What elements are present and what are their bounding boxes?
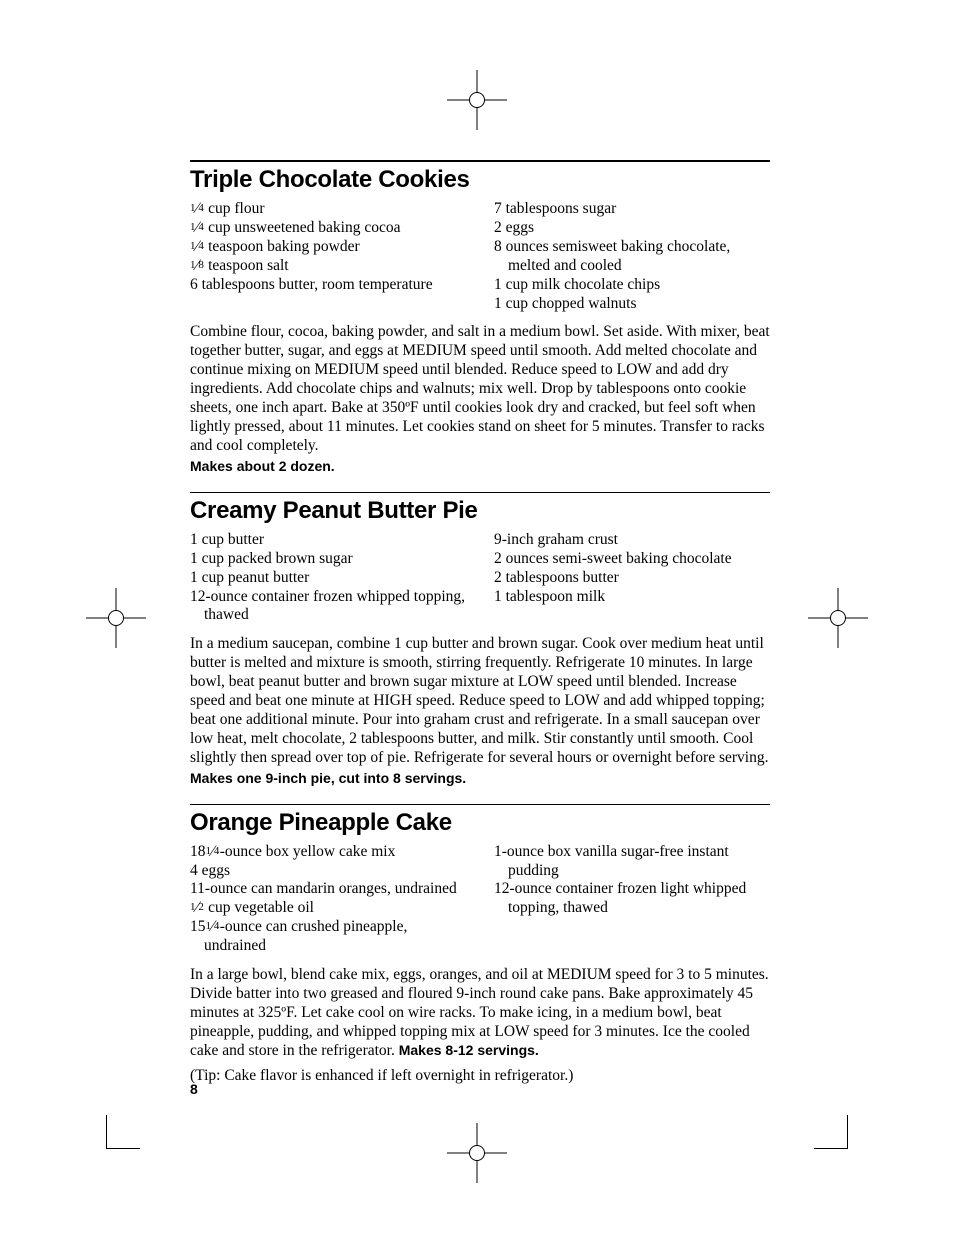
ingredient: 12-ounce container frozen light whipped … [494,880,770,918]
ingredient: 9-inch graham crust [494,531,770,550]
ingredient: 2 ounces semi-sweet baking chocolate [494,550,770,569]
content-area: Triple Chocolate Cookies 1⁄4 cup flour 1… [190,160,770,1086]
ingredient: 8 ounces semisweet baking chocolate, mel… [494,238,770,276]
recipe-title: Orange Pineapple Cake [190,809,770,837]
ingredient: 2 tablespoons butter [494,569,770,588]
ingredient: 1⁄8 teaspoon salt [190,257,466,276]
ingredient: 12-ounce container frozen whipped toppin… [190,588,466,626]
ingredients-left: 1⁄4 cup flour 1⁄4 cup unsweetened baking… [190,200,466,313]
ingredient: 1⁄4 cup unsweetened baking cocoa [190,219,466,238]
ingredient: 11-ounce can mandarin oranges, undrained [190,880,466,899]
ingredient: 2 eggs [494,219,770,238]
ingredients-right: 1-ounce box vanilla sugar-free instant p… [494,843,770,956]
ingredient: 1 cup chopped walnuts [494,295,770,314]
ingredient: 7 tablespoons sugar [494,200,770,219]
registration-mark-right [808,588,868,648]
ingredients-left: 1 cup butter 1 cup packed brown sugar 1 … [190,531,466,626]
recipe-tip: (Tip: Cake flavor is enhanced if left ov… [190,1067,770,1086]
ingredient: 1⁄4 cup flour [190,200,466,219]
rule-thin [190,804,770,805]
ingredient: 151⁄4-ounce can crushed pineapple, undra… [190,918,466,956]
registration-mark-bottom [447,1123,507,1183]
registration-mark-left [86,588,146,648]
ingredient: 6 tablespoons butter, room temperature [190,276,466,295]
ingredient: 4 eggs [190,862,466,881]
ingredients-right: 9-inch graham crust 2 ounces semi-sweet … [494,531,770,626]
recipe-yield: Makes one 9-inch pie, cut into 8 serving… [190,770,770,786]
ingredient: 1⁄4 teaspoon baking powder [190,238,466,257]
crop-mark-bl [106,1115,140,1149]
rule-thick [190,160,770,162]
recipe-title: Triple Chocolate Cookies [190,166,770,194]
instructions: In a medium saucepan, combine 1 cup butt… [190,635,770,767]
recipe-title: Creamy Peanut Butter Pie [190,497,770,525]
ingredient: 1 tablespoon milk [494,588,770,607]
page-number: 8 [190,1081,198,1097]
ingredient: 1 cup packed brown sugar [190,550,466,569]
ingredient: 1 cup peanut butter [190,569,466,588]
ingredient: 181⁄4-ounce box yellow cake mix [190,843,466,862]
registration-mark-top [447,70,507,130]
ingredients-right: 7 tablespoons sugar 2 eggs 8 ounces semi… [494,200,770,313]
ingredients-columns: 1 cup butter 1 cup packed brown sugar 1 … [190,531,770,626]
ingredient: 1 cup milk chocolate chips [494,276,770,295]
ingredient: 1-ounce box vanilla sugar-free instant p… [494,843,770,881]
page: Triple Chocolate Cookies 1⁄4 cup flour 1… [0,0,954,1235]
instructions: In a large bowl, blend cake mix, eggs, o… [190,966,770,1061]
crop-mark-br [814,1115,848,1149]
recipe-yield: Makes about 2 dozen. [190,458,770,474]
ingredients-left: 181⁄4-ounce box yellow cake mix 4 eggs 1… [190,843,466,956]
instructions: Combine flour, cocoa, baking powder, and… [190,323,770,455]
rule-thin [190,492,770,493]
ingredients-columns: 1⁄4 cup flour 1⁄4 cup unsweetened baking… [190,200,770,313]
recipe-yield-inline: Makes 8-12 servings. [399,1042,539,1058]
ingredient: 1⁄2 cup vegetable oil [190,899,466,918]
ingredients-columns: 181⁄4-ounce box yellow cake mix 4 eggs 1… [190,843,770,956]
ingredient: 1 cup butter [190,531,466,550]
